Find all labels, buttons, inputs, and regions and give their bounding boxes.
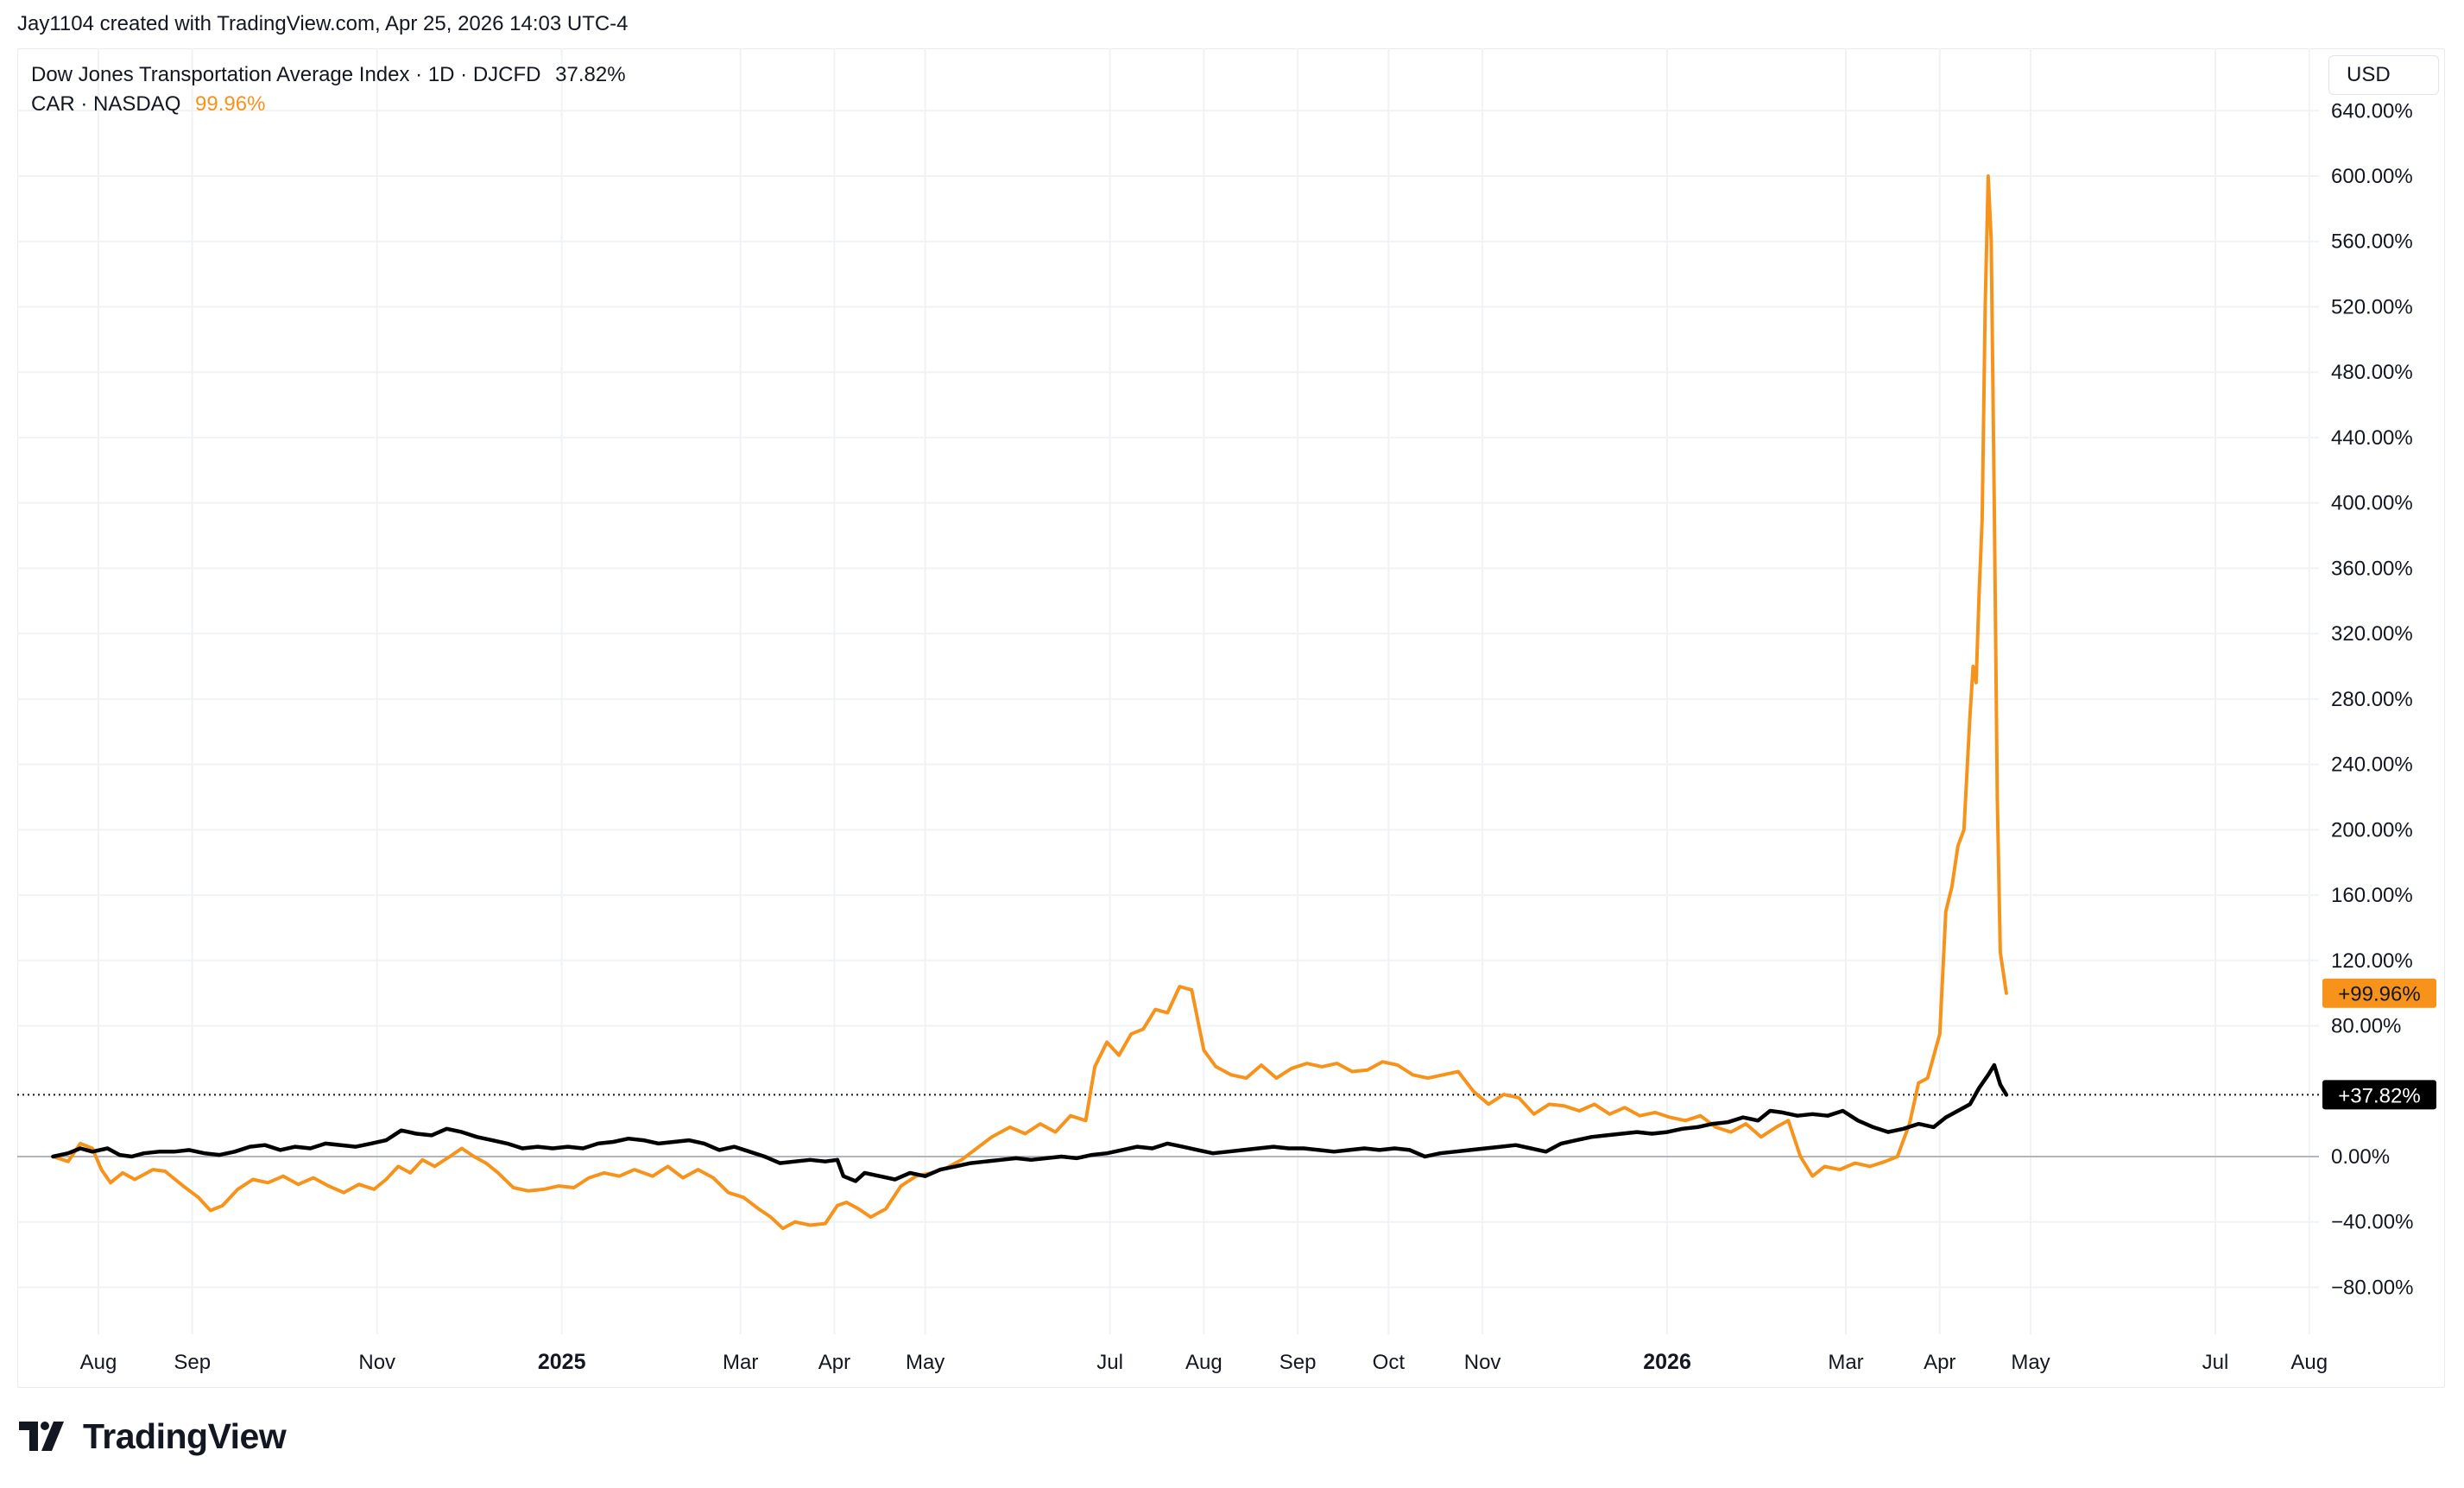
- y-tick-label: 600.00%: [2331, 165, 2413, 188]
- y-tick-label: 360.00%: [2331, 557, 2413, 580]
- y-tick-label: 0.00%: [2331, 1145, 2390, 1169]
- x-tick-label: Apr: [818, 1351, 850, 1374]
- x-tick-label: Mar: [723, 1351, 758, 1374]
- x-tick-label: 2026: [1643, 1350, 1691, 1374]
- y-tick-label: −80.00%: [2331, 1276, 2413, 1299]
- tradingview-logo-icon: [19, 1422, 64, 1451]
- y-tick-label: 400.00%: [2331, 492, 2413, 515]
- x-tick-label: Sep: [1279, 1351, 1317, 1374]
- djt-price-badge-text: +37.82%: [2338, 1084, 2420, 1107]
- y-tick-label: 520.00%: [2331, 295, 2413, 318]
- tradingview-logo-text: TradingView: [83, 1415, 287, 1456]
- x-tick-label: Aug: [1185, 1351, 1223, 1374]
- y-tick-label: −40.00%: [2331, 1211, 2413, 1234]
- x-tick-label: May: [2011, 1351, 2050, 1374]
- x-tick-label: Sep: [174, 1351, 211, 1374]
- legend-value-car: 99.96%: [195, 92, 266, 116]
- x-tick-label: May: [906, 1351, 945, 1374]
- legend-label-car: CAR · NASDAQ: [31, 92, 181, 116]
- legend-value-djt: 37.82%: [555, 63, 626, 86]
- y-tick-label: 80.00%: [2331, 1015, 2401, 1038]
- y-tick-label: 440.00%: [2331, 426, 2413, 450]
- djt-price-badge-bg: [2322, 1080, 2436, 1110]
- x-tick-label: Aug: [80, 1351, 117, 1374]
- chart-legend: Dow Jones Transportation Average Index ·…: [31, 60, 626, 119]
- y-tick-label: 560.00%: [2331, 230, 2413, 254]
- y-tick-label: 480.00%: [2331, 361, 2413, 384]
- legend-label-djt: Dow Jones Transportation Average Index ·…: [31, 63, 541, 86]
- legend-item-djt[interactable]: Dow Jones Transportation Average Index ·…: [31, 60, 626, 90]
- y-tick-label: 200.00%: [2331, 818, 2413, 842]
- x-tick-label: Mar: [1828, 1351, 1863, 1374]
- attribution-text: Jay1104 created with TradingView.com, Ap…: [17, 12, 629, 35]
- x-tick-label: Nov: [358, 1351, 395, 1374]
- tradingview-logo[interactable]: TradingView: [19, 1415, 287, 1456]
- djt-series-line[interactable]: [51, 1062, 2009, 1183]
- currency-selector[interactable]: USD: [2328, 55, 2439, 95]
- x-tick-label: 2025: [538, 1350, 586, 1374]
- x-tick-label: Nov: [1464, 1351, 1501, 1374]
- x-tick-label: Jul: [2202, 1351, 2229, 1374]
- chart-frame: [17, 48, 2445, 1388]
- legend-item-car[interactable]: CAR · NASDAQ 99.96%: [31, 90, 626, 119]
- x-tick-label: Oct: [1373, 1351, 1406, 1374]
- y-tick-label: 320.00%: [2331, 622, 2413, 646]
- x-tick-label: Aug: [2290, 1351, 2328, 1374]
- y-tick-label: 640.00%: [2331, 99, 2413, 123]
- y-tick-label: 240.00%: [2331, 753, 2413, 777]
- y-tick-label: 160.00%: [2331, 884, 2413, 907]
- x-tick-label: Jul: [1096, 1351, 1123, 1374]
- x-tick-label: Apr: [1924, 1351, 1955, 1374]
- car-price-badge: +99.96%: [2322, 978, 2436, 1008]
- djt-price-badge: +37.82%: [2322, 1080, 2436, 1110]
- car-series-line[interactable]: [51, 174, 2008, 1231]
- y-tick-label: 120.00%: [2331, 949, 2413, 973]
- car-price-badge-bg: [2322, 978, 2436, 1008]
- car-price-badge-text: +99.96%: [2338, 983, 2420, 1006]
- y-tick-label: 280.00%: [2331, 688, 2413, 711]
